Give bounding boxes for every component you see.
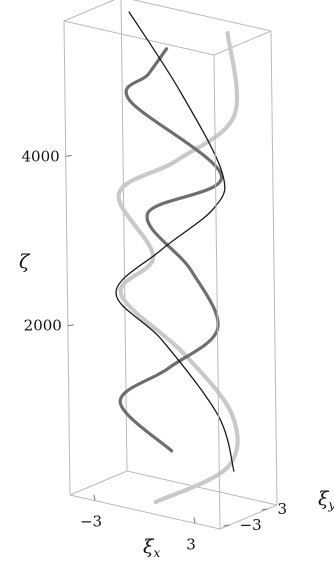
box-edge-top-back	[121, 0, 271, 31]
z-axis-label: ζ	[19, 251, 31, 273]
x-axis-label-subscript: x	[153, 546, 160, 560]
box-edge-front-right-vertical	[214, 55, 220, 529]
box-edge-left-bottom	[70, 471, 127, 495]
z-tick-mark	[68, 325, 74, 326]
box-edge-top-left	[64, 0, 121, 21]
x-axis-label: ξx	[143, 536, 160, 560]
x-tick-mark	[94, 495, 95, 501]
box-edge-front-left-vertical	[64, 21, 70, 495]
box-edge-back-bottom	[127, 471, 277, 505]
x-tick-label: −3	[80, 513, 102, 531]
y-axis-label-subscript: y	[327, 498, 334, 512]
series-line-thick-dark-gray	[120, 49, 221, 451]
bounding-box-front-edges	[70, 55, 277, 529]
series-layer	[116, 12, 238, 502]
z-tick-label: 4000	[22, 147, 60, 165]
y-tick-label: 3	[278, 500, 288, 518]
z-tick-label: 2000	[24, 317, 62, 335]
x-tick-label: 3	[186, 535, 196, 553]
z-tick-mark	[66, 155, 72, 156]
box-edge-back-right-vertical	[271, 31, 277, 505]
x-tick-mark	[194, 517, 195, 523]
series-thick-dark-gray	[120, 49, 221, 451]
y-axis-label: ξy	[318, 488, 334, 512]
y-tick-label: −3	[240, 516, 262, 534]
box-edge-top-right	[214, 31, 271, 55]
